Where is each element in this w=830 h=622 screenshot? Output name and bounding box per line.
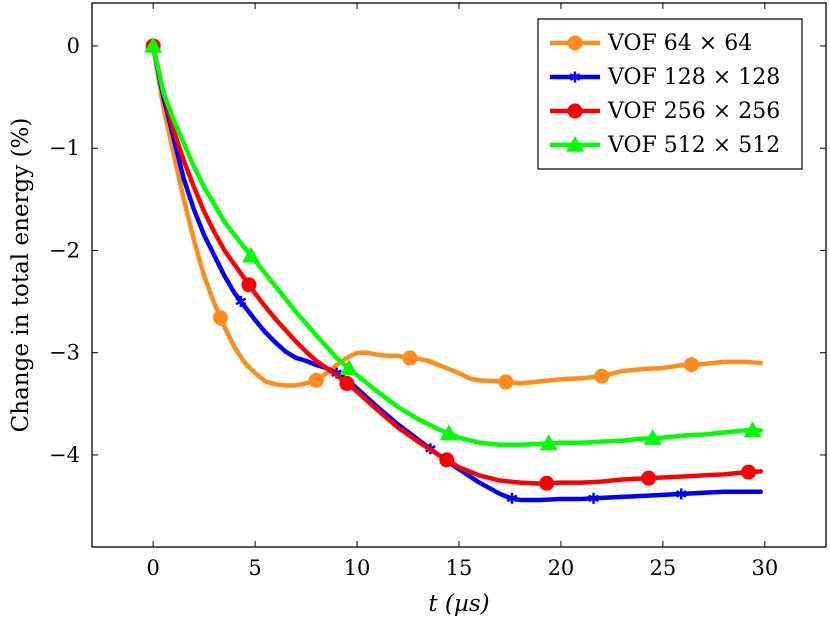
- legend-item: VOF 128 × 128: [550, 65, 780, 90]
- x-tick-label: 30: [751, 556, 778, 580]
- series-marker: [506, 492, 518, 504]
- series-line: [150, 43, 764, 503]
- legend-label: VOF 64 × 64: [607, 31, 752, 56]
- series-marker: [498, 374, 514, 390]
- legend-item: VOF 512 × 512: [550, 133, 780, 158]
- y-tick-label: 0: [67, 34, 80, 58]
- series-marker: [402, 350, 418, 366]
- legend-label: VOF 128 × 128: [607, 65, 780, 90]
- series-marker: [308, 372, 324, 388]
- legend-item: VOF 256 × 256: [550, 99, 780, 124]
- series-marker: [235, 295, 247, 307]
- legend: VOF 64 × 64 VOF 128 × 128 VOF 256 × 256 VOF…: [537, 18, 803, 170]
- series-marker: [339, 359, 358, 376]
- series-line: [150, 43, 764, 486]
- legend-swatch-marker: [567, 103, 583, 119]
- legend-swatch-marker: [569, 71, 581, 83]
- series-marker: [242, 246, 261, 263]
- series-marker: [439, 452, 455, 468]
- series-1: [145, 38, 764, 390]
- legend-item: VOF 64 × 64: [550, 31, 752, 56]
- ticks-layer: 0 5 10 15 20 25 30 0 −1 −2 −3 −4: [49, 3, 826, 580]
- x-tick-label: 5: [248, 556, 261, 580]
- series-marker: [643, 429, 662, 445]
- x-tick-label: 10: [344, 556, 371, 580]
- series-3: [145, 38, 764, 491]
- series-line: [150, 43, 764, 447]
- series-marker: [641, 470, 657, 486]
- series-marker: [212, 310, 228, 326]
- series-marker: [539, 434, 558, 451]
- series-marker: [539, 475, 555, 491]
- series-marker: [741, 464, 757, 480]
- y-tick-label: −3: [49, 341, 80, 365]
- series-4: [144, 36, 764, 451]
- x-axis-title: t (µs): [428, 591, 489, 617]
- series-marker: [588, 492, 599, 504]
- legend-swatch-marker: [567, 35, 583, 51]
- y-tick-label: −2: [49, 238, 80, 262]
- x-tick-label: 15: [446, 556, 473, 580]
- series-marker: [675, 488, 687, 500]
- y-tick-label: −1: [49, 136, 80, 160]
- x-tick-label: 25: [650, 556, 677, 580]
- series-marker: [683, 357, 699, 373]
- x-tick-label: 0: [146, 556, 159, 580]
- x-tick-label: 20: [548, 556, 575, 580]
- legend-label: VOF 256 × 256: [607, 99, 780, 124]
- series-marker: [144, 36, 163, 53]
- series-marker: [439, 424, 458, 441]
- series-marker: [743, 421, 762, 438]
- legend-swatch-marker: [566, 136, 584, 152]
- series-marker: [339, 375, 355, 391]
- y-axis-title: Change in total energy (%): [8, 118, 34, 433]
- series-marker: [594, 368, 610, 384]
- series-marker: [241, 277, 257, 293]
- series-layer: [144, 36, 764, 504]
- legend-label: VOF 512 × 512: [607, 133, 780, 158]
- y-tick-label: −4: [49, 443, 80, 467]
